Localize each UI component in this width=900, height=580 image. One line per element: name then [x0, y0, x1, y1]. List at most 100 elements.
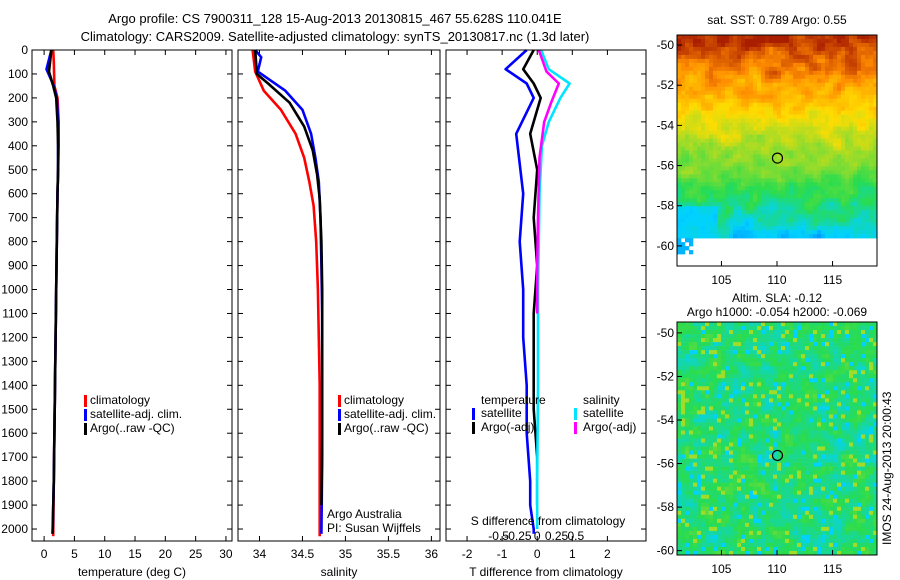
heat-cell [849, 450, 854, 455]
heat-cell [741, 134, 746, 139]
heat-cell [753, 418, 758, 423]
heat-cell [785, 418, 790, 423]
heat-cell [713, 406, 718, 411]
heat-cell [825, 398, 830, 403]
heat-cell [761, 206, 766, 211]
legend-s-argo-swatch [574, 422, 577, 434]
heat-cell [781, 150, 786, 155]
heat-cell [737, 194, 742, 199]
heat-cell [749, 154, 754, 159]
heat-cell [721, 486, 726, 492]
heat-cell [765, 90, 770, 96]
heat-cell [801, 206, 806, 211]
heat-cell [841, 326, 846, 331]
heat-cell [769, 230, 774, 235]
heat-cell [753, 222, 758, 227]
heat-cell [681, 434, 686, 439]
heat-cell [773, 66, 778, 72]
heat-cell [865, 118, 870, 123]
heat-cell [817, 410, 822, 415]
heat-cell [729, 390, 734, 395]
heat-cell [709, 154, 714, 159]
heat-cell [741, 194, 746, 199]
heat-cell [825, 486, 830, 492]
heat-cell [749, 402, 754, 407]
heat-cell [705, 194, 710, 199]
heat-cell [833, 338, 838, 343]
heat-cell [769, 334, 774, 339]
heat-cell [685, 338, 690, 343]
heat-cell [737, 354, 742, 359]
heat-cell [785, 166, 790, 171]
heat-cell [825, 414, 830, 419]
heat-cell [749, 54, 754, 60]
heat-cell [821, 362, 826, 367]
heat-cell [701, 446, 706, 451]
heat-cell [833, 190, 838, 195]
heat-cell [793, 118, 798, 123]
heat-cell [733, 402, 738, 407]
heat-cell [729, 374, 734, 379]
heat-cell [705, 362, 710, 367]
heat-cell [869, 230, 874, 235]
heat-cell [861, 470, 866, 475]
heat-cell [857, 98, 862, 103]
heat-cell [801, 38, 806, 44]
heat-cell [765, 158, 770, 163]
heat-cell [785, 58, 790, 64]
heat-cell [821, 198, 826, 203]
heat-cell [733, 338, 738, 343]
heat-cell [749, 42, 754, 48]
heat-cell [861, 334, 866, 339]
heat-cell [685, 190, 690, 195]
heat-cell [753, 354, 758, 359]
heat-cell [805, 330, 810, 335]
heat-cell [789, 386, 794, 391]
heat-cell [785, 190, 790, 195]
heat-cell [777, 234, 782, 239]
heat-cell [701, 398, 706, 403]
heat-cell [777, 202, 782, 207]
heat-cell [793, 38, 798, 44]
heat-cell [829, 78, 834, 84]
heat-cell [693, 326, 698, 331]
heat-cell [693, 230, 698, 235]
heat-cell [801, 434, 806, 439]
heat-cell [857, 342, 862, 347]
heat-cell [761, 470, 766, 475]
heat-cell [713, 482, 718, 488]
heat-cell [713, 430, 718, 435]
heat-cell [849, 410, 854, 415]
heat-cell [745, 370, 750, 375]
heat-cell [821, 58, 826, 64]
heat-cell [753, 86, 758, 92]
heat-cell [729, 326, 734, 331]
heat-cell [841, 166, 846, 171]
heat-cell [725, 174, 730, 179]
heat-cell [769, 194, 774, 199]
heat-cell [825, 438, 830, 443]
ytick-label: 400 [8, 139, 28, 153]
heat-cell [853, 214, 858, 219]
heat-cell [873, 182, 878, 187]
heat-cell [865, 198, 870, 203]
heat-cell [681, 338, 686, 343]
heat-cell [765, 442, 770, 447]
heat-cell [785, 374, 790, 379]
heat-cell [713, 226, 718, 231]
heat-cell [801, 134, 806, 139]
heat-cell [785, 382, 790, 387]
heat-cell [849, 106, 854, 111]
heat-cell [825, 58, 830, 64]
heat-cell [745, 194, 750, 199]
heat-cell [861, 458, 866, 463]
heat-cell [873, 158, 878, 163]
heat-cell [765, 322, 770, 327]
heat-cell [777, 162, 782, 167]
heat-cell [833, 346, 838, 351]
heat-cell [845, 454, 850, 459]
heat-cell [777, 210, 782, 215]
heat-cell [733, 98, 738, 103]
heat-cell [845, 82, 850, 88]
heat-cell [789, 162, 794, 167]
